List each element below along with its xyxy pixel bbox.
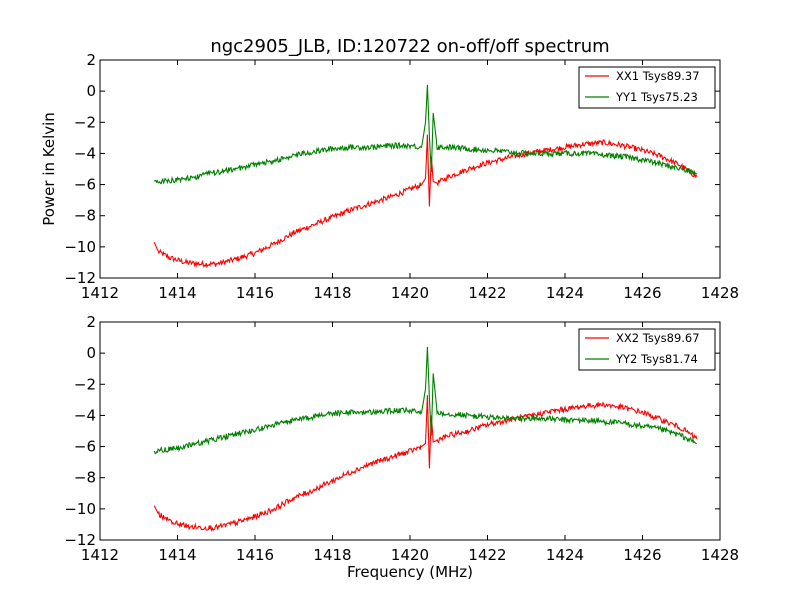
bottom-plot-lines (153, 346, 698, 533)
top-y-tick-label-2: −2 (74, 113, 96, 131)
top-y-tick-label-1: 0 (86, 82, 96, 100)
bottom-legend-label-0: XX2 Tsys89.67 (616, 331, 700, 345)
top-spectrum-plot: 1412 1414 1416 1418 1420 1422 1424 1426 1428 2 0 −2… (40, 51, 739, 302)
top-x-tick-label-7: 1426 (623, 284, 661, 302)
top-legend-box (578, 66, 716, 109)
bottom-y-tick-label-0: 2 (86, 313, 96, 331)
bottom-y-tick-label-2: −2 (74, 375, 96, 393)
top-x-tick-label-3: 1418 (313, 284, 351, 302)
bottom-y-tick-label-7: −12 (64, 531, 96, 549)
bottom-legend-label-1: YY2 Tsys81.74 (615, 352, 698, 366)
top-plot-ticks: 1412 1414 1416 1418 1420 1422 1424 1426 1428 2 0 −2… (64, 51, 739, 302)
bottom-y-tick-label-1: 0 (86, 344, 96, 362)
bottom-legend: XX2 Tsys89.67 YY2 Tsys81.74 (578, 328, 716, 371)
top-y-tick-label-6: −10 (64, 238, 96, 256)
top-x-tick-label-5: 1422 (468, 284, 506, 302)
top-x-tick-label-6: 1424 (546, 284, 584, 302)
bottom-x-tick-label-3: 1418 (313, 546, 351, 564)
top-y-tick-label-4: −6 (74, 176, 96, 194)
bottom-x-tick-label-6: 1424 (546, 546, 584, 564)
bottom-plot-ticks: 1412 1414 1416 1418 1420 1422 1424 1426 1428 2 0 −2… (64, 313, 739, 564)
top-x-tick-label-0: 1412 (81, 284, 119, 302)
bottom-y-tick-label-3: −4 (74, 406, 96, 424)
top-y-tick-label-7: −12 (64, 269, 96, 287)
bottom-x-tick-label-5: 1422 (468, 546, 506, 564)
top-legend: XX1 Tsys89.37 YY1 Tsys75.23 (578, 66, 716, 109)
top-series-line-0 (153, 134, 698, 269)
bottom-x-tick-label-2: 1416 (236, 546, 274, 564)
top-x-tick-label-1: 1414 (158, 284, 196, 302)
top-y-tick-label-0: 2 (86, 51, 96, 69)
bottom-series-line-0 (153, 395, 698, 533)
top-y-tick-label-5: −8 (74, 207, 96, 225)
top-series-line-1 (153, 84, 697, 185)
top-plot-lines (153, 84, 698, 269)
bottom-x-axis-label: Frequency (MHz) (347, 563, 473, 581)
top-y-axis-label: Power in Kelvin (40, 112, 58, 226)
top-legend-label-1: YY1 Tsys75.23 (615, 90, 698, 104)
top-x-tick-label-4: 1420 (391, 284, 429, 302)
bottom-x-tick-label-1: 1414 (158, 546, 196, 564)
bottom-x-tick-label-0: 1412 (81, 546, 119, 564)
top-x-tick-label-2: 1416 (236, 284, 274, 302)
top-y-tick-label-3: −4 (74, 144, 96, 162)
bottom-y-tick-label-5: −8 (74, 469, 96, 487)
figure-title: ngc2905_JLB, ID:120722 on-off/off spectr… (210, 36, 609, 57)
bottom-spectrum-plot: 1412 1414 1416 1418 1420 1422 1424 1426 1428 2 0 −2… (64, 313, 739, 581)
bottom-x-tick-label-7: 1426 (623, 546, 661, 564)
bottom-legend-box (578, 328, 716, 371)
bottom-x-tick-label-4: 1420 (391, 546, 429, 564)
bottom-series-line-1 (153, 346, 697, 455)
bottom-x-tick-label-8: 1428 (701, 546, 739, 564)
top-legend-label-0: XX1 Tsys89.37 (616, 69, 700, 83)
bottom-y-tick-label-4: −6 (74, 438, 96, 456)
bottom-y-tick-label-6: −10 (64, 500, 96, 518)
top-x-tick-label-8: 1428 (701, 284, 739, 302)
